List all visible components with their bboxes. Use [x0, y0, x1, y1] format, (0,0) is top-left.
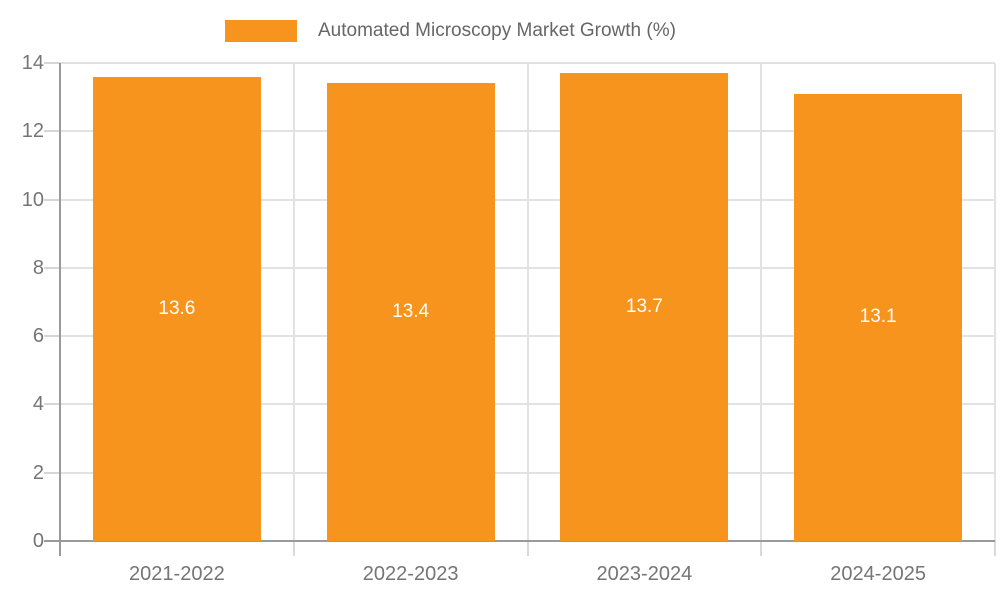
y-tick-label: 4 — [32, 393, 44, 416]
y-axis-tick — [44, 266, 60, 269]
bar-2022-2023 — [326, 83, 495, 541]
y-axis-tick — [44, 403, 60, 406]
y-tick-label: 14 — [21, 52, 44, 74]
x-axis-tick — [292, 541, 295, 556]
y-axis-tick — [44, 335, 60, 338]
x-gridline — [526, 63, 529, 541]
y-tick-label: 12 — [21, 120, 44, 143]
x-axis-tick — [526, 541, 529, 556]
bar-value-label: 13.6 — [158, 297, 196, 319]
x-gridline — [292, 63, 295, 541]
y-axis-tick — [44, 471, 60, 474]
bar-2023-2024 — [560, 73, 729, 541]
x-gridline — [994, 63, 996, 541]
bar-value-label: 13.7 — [625, 296, 663, 318]
y-axis-line — [59, 63, 61, 556]
y-tick-label: 8 — [32, 256, 44, 279]
legend-swatch — [225, 20, 297, 42]
y-axis-tick — [44, 130, 60, 133]
x-axis-tick — [994, 541, 996, 556]
x-axis-line — [60, 540, 995, 542]
y-tick-label: 6 — [32, 325, 44, 348]
bar-value-label: 13.4 — [392, 301, 430, 323]
x-tick-label: 2021-2022 — [129, 563, 225, 585]
y-tick-label: 10 — [21, 188, 44, 211]
x-tick-label: 2024-2025 — [830, 563, 926, 585]
y-tick-label: 0 — [32, 530, 44, 552]
y-tick-label: 2 — [32, 461, 44, 484]
bar-2021-2022 — [92, 76, 261, 541]
bar-2024-2025 — [794, 93, 963, 541]
x-gridline — [760, 63, 763, 541]
x-tick-label: 2022-2023 — [362, 563, 459, 585]
y-axis-tick — [44, 540, 60, 542]
y-axis-tick — [44, 198, 60, 201]
x-axis-tick — [760, 541, 763, 556]
y-axis-tick — [44, 62, 60, 64]
x-tick-label: 2023-2024 — [596, 563, 693, 585]
bar-value-label: 13.1 — [859, 306, 897, 328]
legend-label: Automated Microscopy Market Growth (%) — [318, 20, 676, 41]
chart-legend: Automated Microscopy Market Growth (%) — [225, 17, 676, 45]
